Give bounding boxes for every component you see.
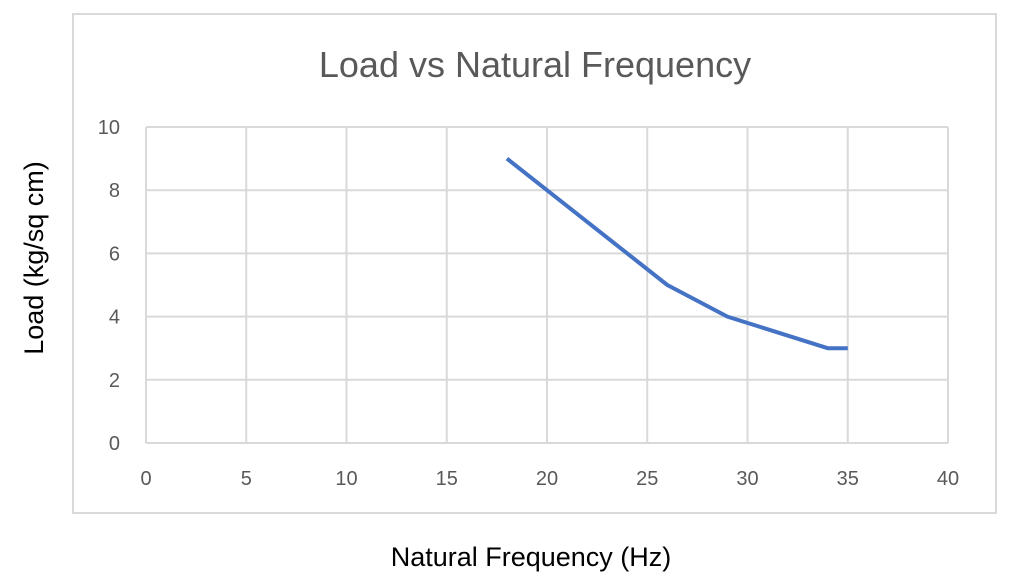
x-tick-label: 10	[335, 468, 357, 490]
x-tick-label: 35	[837, 468, 859, 490]
x-axis-label: Natural Frequency (Hz)	[391, 542, 672, 572]
chart-title: Load vs Natural Frequency	[319, 44, 751, 85]
series-lines	[505, 157, 848, 351]
y-tick-label: 0	[109, 433, 120, 455]
x-tick-label: 20	[536, 468, 558, 490]
tick-labels: 0 5 10 15 20 25 30 35 40 0 2 4 6 8 10	[98, 117, 959, 490]
x-tick-label: 0	[140, 468, 151, 490]
y-tick-label: 10	[98, 117, 120, 139]
chart-area-border	[72, 13, 997, 514]
x-tick-label: 30	[736, 468, 758, 490]
y-tick-label: 2	[109, 370, 120, 392]
y-tick-label: 6	[109, 243, 120, 265]
series-line	[505, 157, 848, 351]
x-tick-label: 5	[241, 468, 252, 490]
y-axis-label: Load (kg/sq cm)	[19, 161, 49, 355]
x-tick-label: 40	[937, 468, 959, 490]
x-tick-label: 25	[636, 468, 658, 490]
y-tick-label: 4	[109, 307, 120, 329]
y-tick-label: 8	[109, 180, 120, 202]
x-tick-label: 15	[436, 468, 458, 490]
